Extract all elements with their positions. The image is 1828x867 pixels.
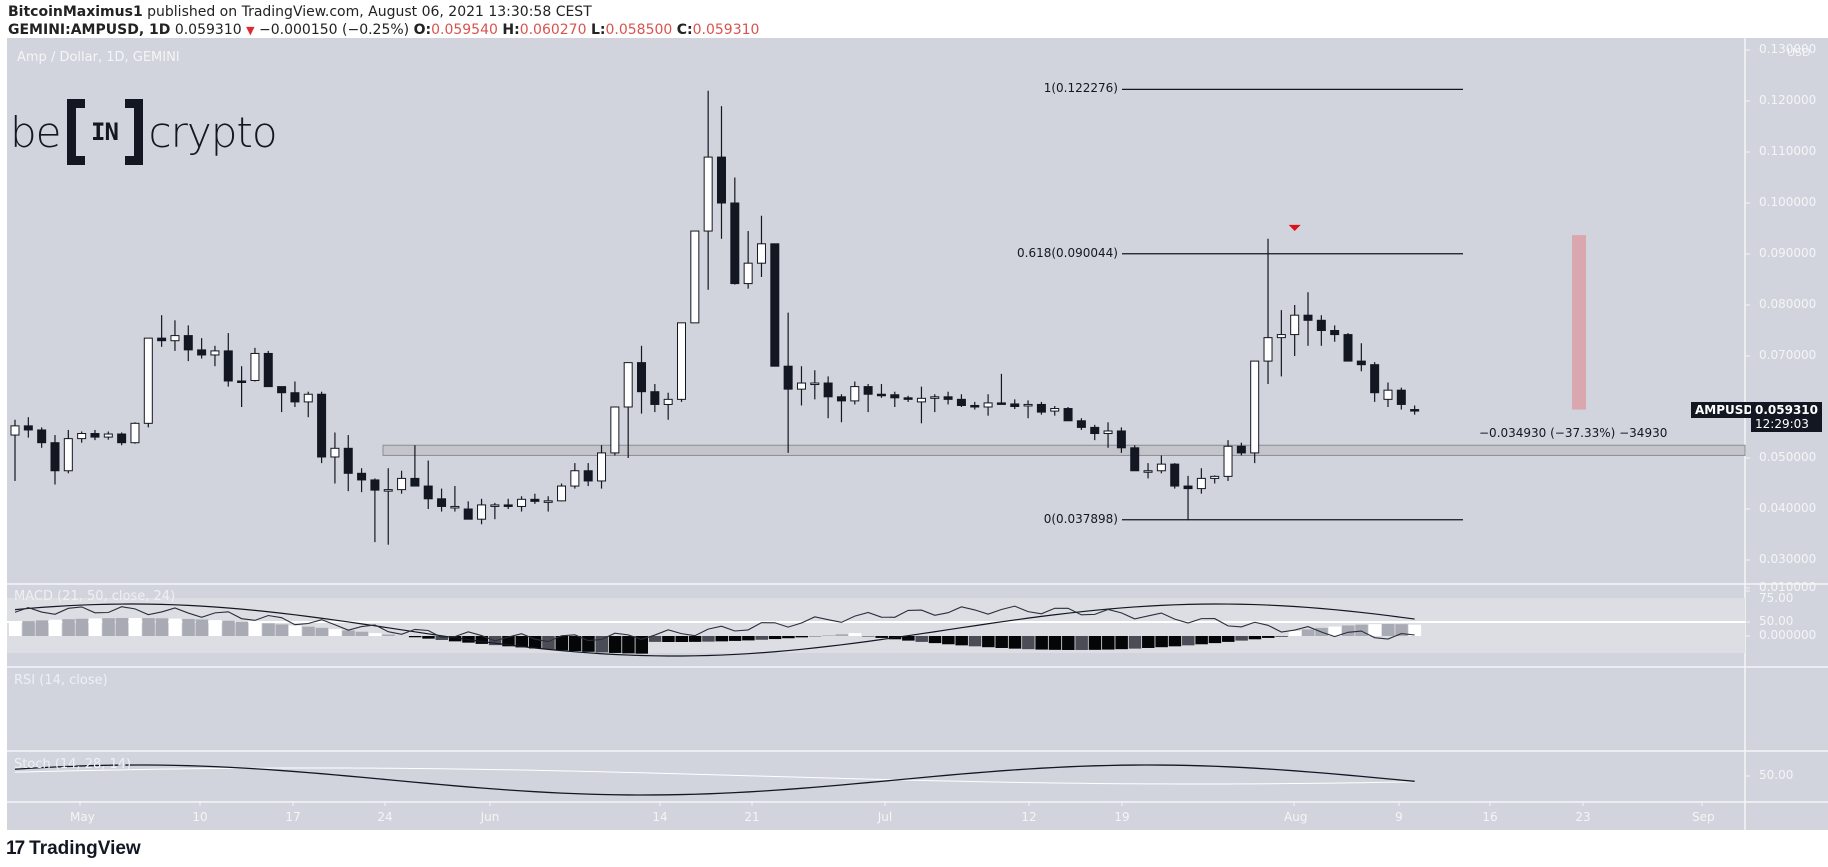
low-label: L:: [590, 22, 606, 38]
current-price-tag: 0.059310 12:29:03: [1751, 402, 1823, 432]
rsi-label[interactable]: RSI (14, close): [14, 673, 108, 688]
low-value: 0.058500: [605, 22, 673, 38]
close-value: 0.059310: [692, 22, 760, 38]
time-axis-label: Jun: [480, 810, 500, 824]
chart-canvas[interactable]: [7, 38, 1828, 830]
price-axis-label: 0.100000: [1759, 195, 1817, 209]
chart-area[interactable]: Amp / Dollar, 1D, GEMINI be IN crypto MA…: [7, 38, 1828, 830]
tradingview-icon: 17: [6, 838, 25, 859]
time-axis-label: 21: [744, 810, 760, 824]
down-arrow-icon: ▼: [246, 24, 255, 37]
time-axis-label: 19: [1114, 810, 1130, 824]
time-axis-label: 16: [1482, 810, 1498, 824]
price-axis-label: 0.110000: [1759, 144, 1817, 158]
time-axis-label: Sep: [1692, 810, 1715, 824]
watermark-crypto: crypto: [148, 107, 278, 157]
time-axis-label: 23: [1575, 810, 1591, 824]
last-price: 0.059310: [174, 22, 242, 38]
time-axis-label: Aug: [1284, 810, 1308, 824]
watermark-bracket-icon: IN: [66, 99, 143, 165]
symbol-label: GEMINI:AMPUSD, 1D: [8, 22, 171, 38]
currency-label: USD: [1787, 46, 1811, 59]
current-price: 0.059310: [1755, 403, 1819, 417]
stoch-label[interactable]: Stoch (14, 28, 14): [14, 757, 132, 772]
price-axis-label: 0.050000: [1759, 450, 1817, 464]
tradingview-logo[interactable]: 17 TradingView: [6, 838, 141, 860]
tradingview-wordmark: TradingView: [29, 838, 141, 859]
publish-header: BitcoinMaximus1 published on TradingView…: [8, 3, 759, 40]
fib-level-label: 1(0.122276): [1043, 81, 1118, 96]
macd-axis-label: 0.010000: [1759, 580, 1817, 594]
watermark-be: be: [10, 107, 61, 157]
fib-level-label: 0(0.037898): [1043, 511, 1118, 526]
price-axis-label: 0.130000: [1759, 42, 1817, 56]
close-label: C:: [676, 22, 693, 38]
bar-countdown: 12:29:03: [1755, 417, 1809, 431]
beincrypto-watermark: be IN crypto: [10, 99, 278, 165]
price-axis-label: 0.040000: [1759, 501, 1817, 515]
time-axis-label: 9: [1395, 810, 1403, 824]
price-change: −0.000150 (−0.25%): [259, 22, 410, 38]
time-axis-label: 14: [652, 810, 668, 824]
time-axis-label: 10: [192, 810, 208, 824]
open-value: 0.059540: [431, 22, 498, 38]
time-axis-label: 24: [377, 810, 393, 824]
high-value: 0.060270: [519, 22, 587, 38]
open-label: O:: [413, 22, 432, 38]
price-axis-label: 0.070000: [1759, 348, 1817, 362]
time-axis-label: Jul: [877, 810, 893, 824]
watermark-in: IN: [91, 118, 119, 146]
rsi-axis-label: 50.00: [1759, 614, 1794, 628]
price-axis-label: 0.090000: [1759, 246, 1817, 260]
publish-info: published on TradingView.com, August 06,…: [147, 4, 592, 20]
rsi-axis-label: 75.00: [1759, 591, 1794, 605]
price-axis-label: 0.080000: [1759, 297, 1817, 311]
stoch-axis-label: 50.00: [1759, 768, 1794, 782]
symbol-price-tag: AMPUSD: [1691, 402, 1758, 418]
macd-label[interactable]: MACD (21, 50, close, 24): [14, 589, 176, 604]
measure-label: −0.034930 (−37.33%) −34930: [1479, 426, 1668, 440]
fib-level-label: 0.618(0.090044): [1017, 245, 1118, 260]
time-axis-label: 17: [285, 810, 301, 824]
author-name[interactable]: BitcoinMaximus1: [8, 4, 143, 20]
price-axis-label: 0.120000: [1759, 93, 1817, 107]
high-label: H:: [502, 22, 520, 38]
price-axis-label: 0.030000: [1759, 552, 1817, 566]
time-axis-label: May: [70, 810, 95, 824]
time-axis-label: 12: [1021, 810, 1037, 824]
macd-axis-label: 0.000000: [1759, 628, 1817, 642]
symbol-title: Amp / Dollar, 1D, GEMINI: [17, 50, 180, 65]
